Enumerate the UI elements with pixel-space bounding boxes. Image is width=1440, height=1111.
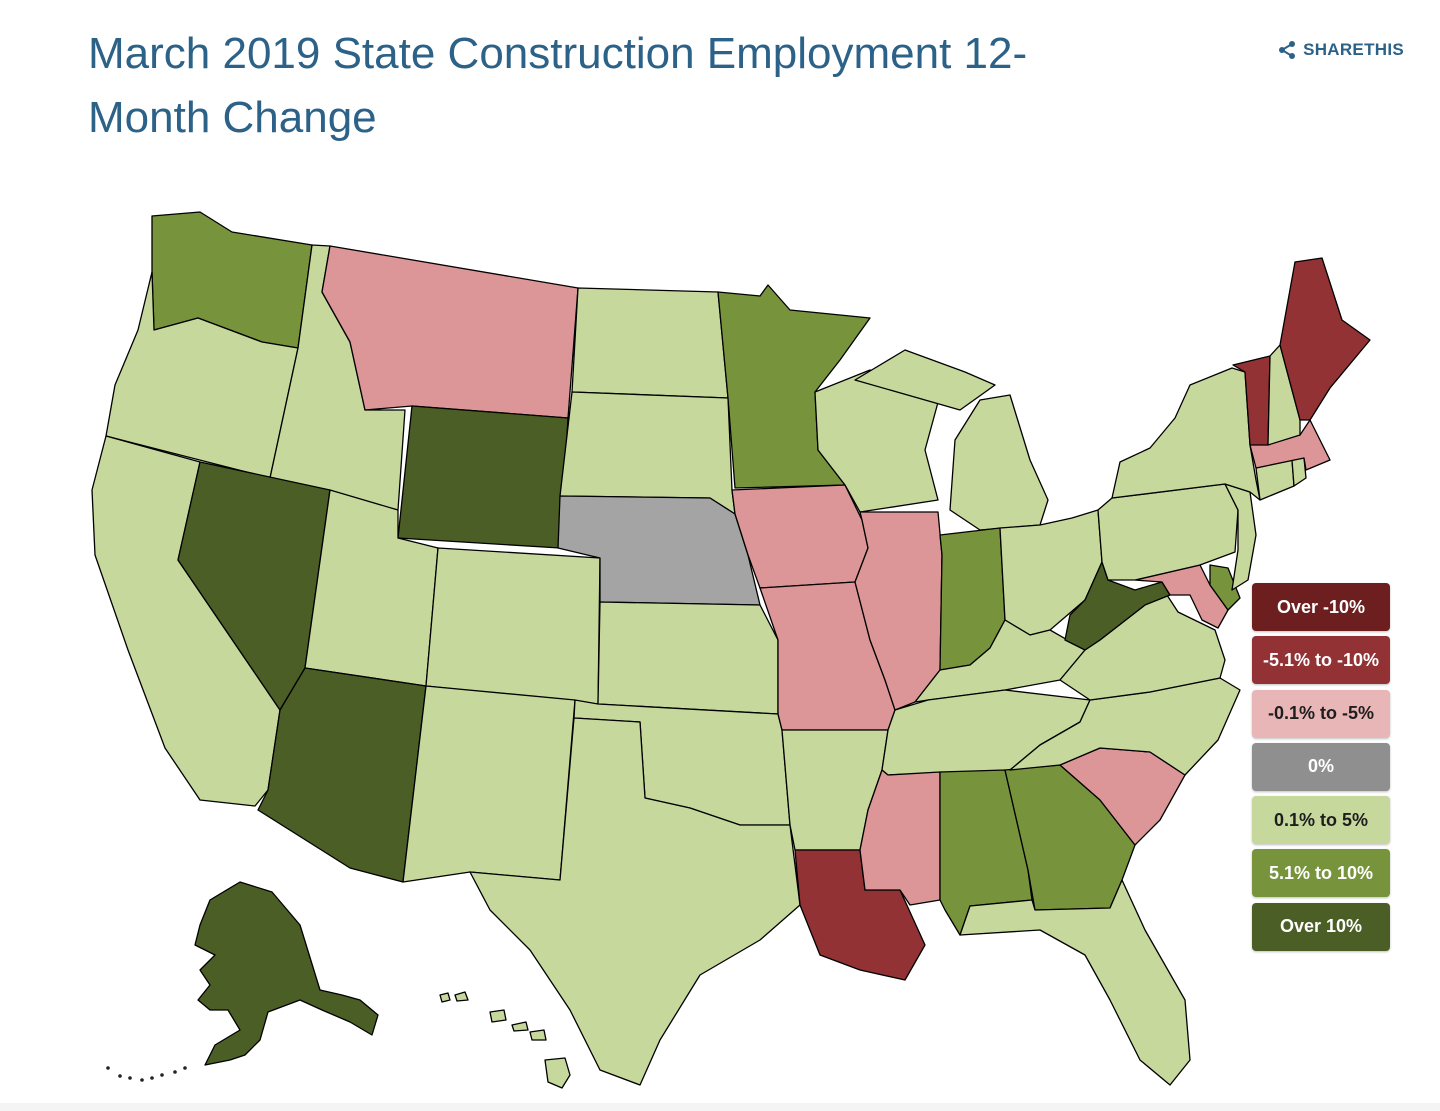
sharethis-button[interactable]: SHARETHIS: [1277, 40, 1404, 60]
legend-item-over10: Over 10%: [1252, 902, 1390, 951]
state-DE[interactable]: [1209, 564, 1241, 611]
state-CO[interactable]: [425, 547, 601, 705]
state-ME[interactable]: [1279, 257, 1371, 421]
share-icon: [1279, 41, 1296, 59]
legend-item-p01-to-5: 0.1% to 5%: [1252, 796, 1390, 845]
state-KS[interactable]: [597, 601, 779, 715]
state-MA[interactable]: [1249, 419, 1331, 471]
state-NH[interactable]: [1267, 344, 1301, 446]
state-VT[interactable]: [1232, 355, 1271, 446]
state-AK[interactable]: [194, 881, 379, 1066]
state-FL[interactable]: [959, 879, 1191, 1086]
share-label: SHARETHIS: [1303, 40, 1404, 59]
legend-item-over-neg10: Over -10%: [1252, 583, 1390, 631]
legend-item-p51-to-10: 5.1% to 10%: [1252, 849, 1390, 898]
legend-item-zero: 0%: [1252, 742, 1390, 791]
state-NJ[interactable]: [1224, 483, 1257, 591]
state-TX[interactable]: [469, 717, 801, 1086]
page-title: March 2019 State Construction Employment…: [88, 29, 1028, 142]
legend-item-neg5-to-neg10: -5.1% to -10%: [1252, 636, 1390, 685]
state-NY[interactable]: [1111, 367, 1261, 501]
state-NM[interactable]: [402, 685, 576, 883]
state-ND[interactable]: [571, 287, 729, 399]
state-HI[interactable]: [439, 991, 571, 1089]
state-MD[interactable]: [1134, 564, 1229, 629]
state-MN[interactable]: [717, 284, 871, 489]
state-RI[interactable]: [1291, 457, 1307, 487]
map-legend: Over -10% -5.1% to -10% -0.1% to -5% 0% …: [1252, 583, 1390, 956]
state-MI[interactable]: [854, 349, 1049, 531]
bottom-bar: [0, 1103, 1440, 1111]
state-WY[interactable]: [397, 405, 569, 549]
aleutian-islands: [106, 1066, 187, 1082]
legend-item-neg01-to-neg5: -0.1% to -5%: [1252, 689, 1390, 738]
